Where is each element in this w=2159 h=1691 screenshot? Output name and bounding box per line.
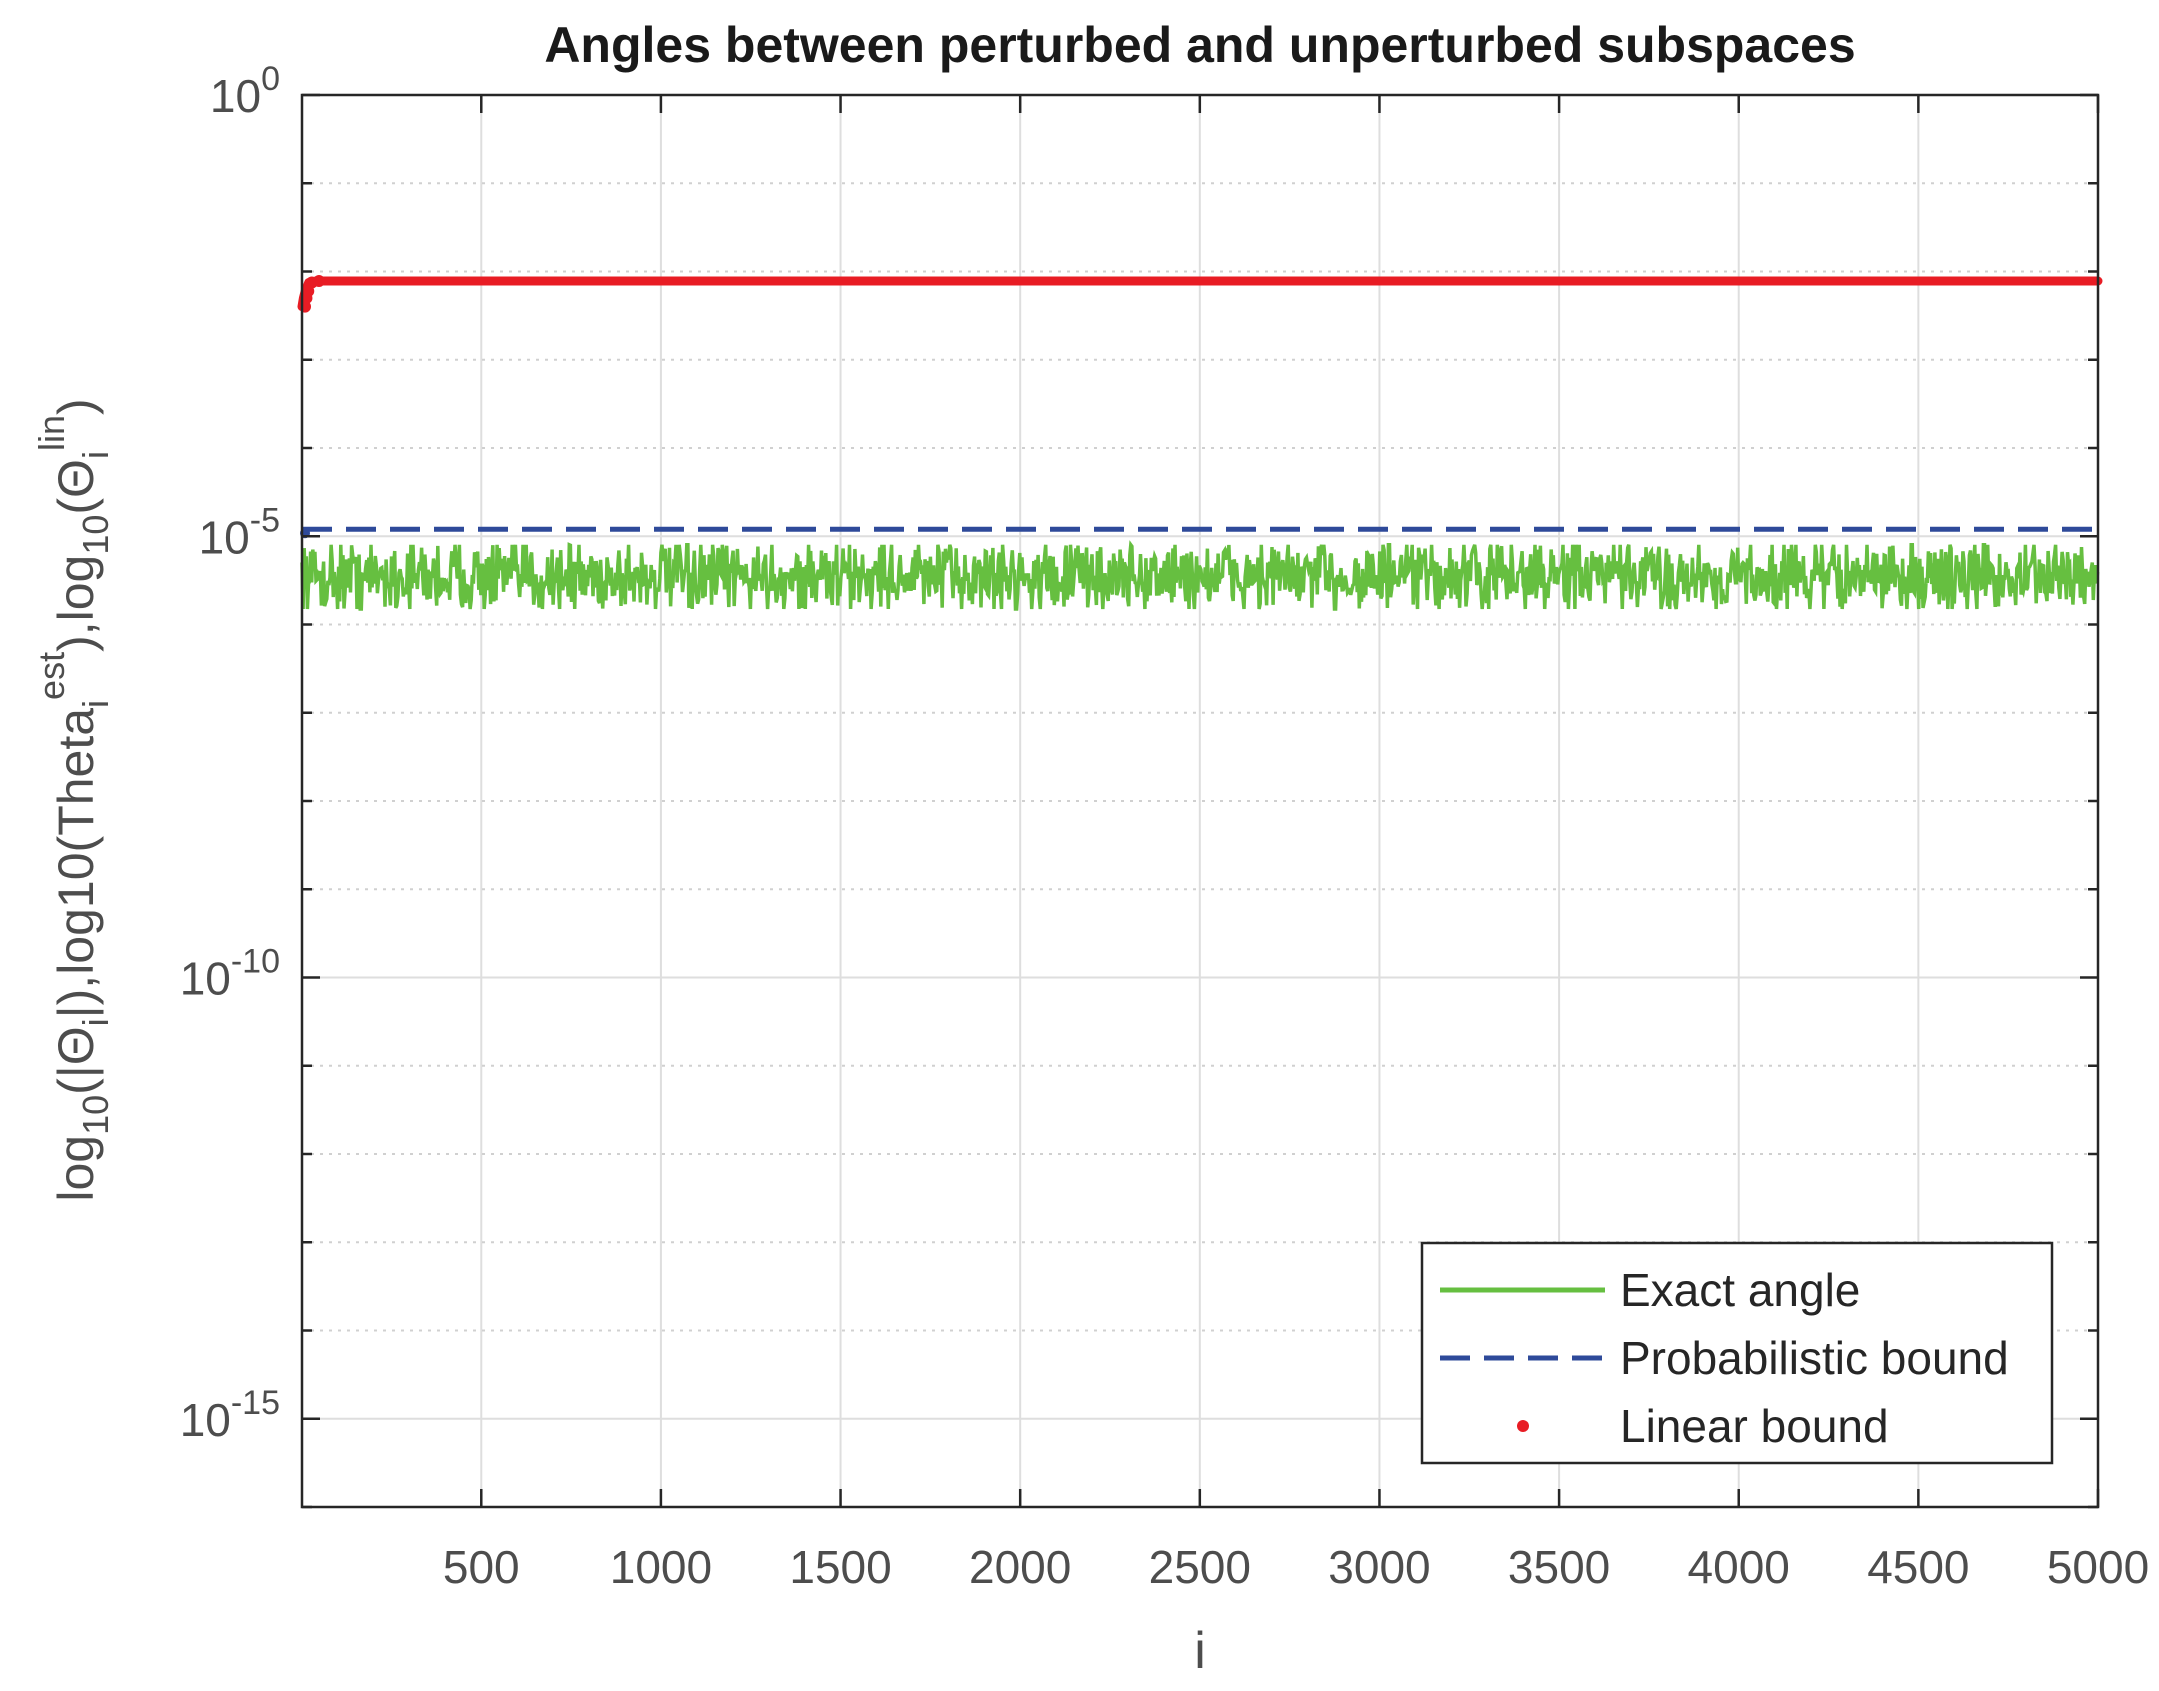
x-tick-label: 2000: [969, 1541, 1071, 1593]
y-tick-label: 10-10: [180, 943, 280, 1005]
legend-label: Probabilistic bound: [1620, 1332, 2009, 1384]
y-tick-label: 100: [210, 60, 280, 122]
legend-label: Exact angle: [1620, 1264, 1860, 1316]
y-tick-label: 10-5: [199, 501, 280, 563]
axis-ticks: 500 1000 1500 2000 2500 3000 3500 4000 4500 5000 1…: [180, 60, 2149, 1593]
x-tick-label: 3000: [1328, 1541, 1430, 1593]
x-tick-label: 4500: [1867, 1541, 1969, 1593]
y-axis-label: log10(|Θi|),log10(Thetaiest),log10(Θilin…: [31, 398, 116, 1201]
x-tick-label: 2500: [1149, 1541, 1251, 1593]
x-tick-label: 1000: [610, 1541, 712, 1593]
y-axis-label-text: log10(|Θi|),log10(Thetaiest),log10(Θilin…: [31, 398, 116, 1201]
x-tick-label: 3500: [1508, 1541, 1610, 1593]
x-axis-label: i: [1194, 1622, 1206, 1680]
legend-label: Linear bound: [1620, 1400, 1889, 1452]
y-tick-label: 10-15: [180, 1384, 280, 1446]
x-tick-label: 1500: [789, 1541, 891, 1593]
linear-bound-point: [313, 275, 326, 288]
legend: Exact angle Probabilistic bound Linear bou…: [1420, 1241, 2054, 1465]
x-tick-label: 500: [443, 1541, 520, 1593]
legend-swatch-linear-bound: [1517, 1420, 1529, 1432]
chart-title: Angles between perturbed and unperturbed…: [544, 17, 1855, 73]
series-exact-angle: [300, 540, 2100, 611]
x-tick-label: 4000: [1688, 1541, 1790, 1593]
x-tick-label: 5000: [2047, 1541, 2149, 1593]
